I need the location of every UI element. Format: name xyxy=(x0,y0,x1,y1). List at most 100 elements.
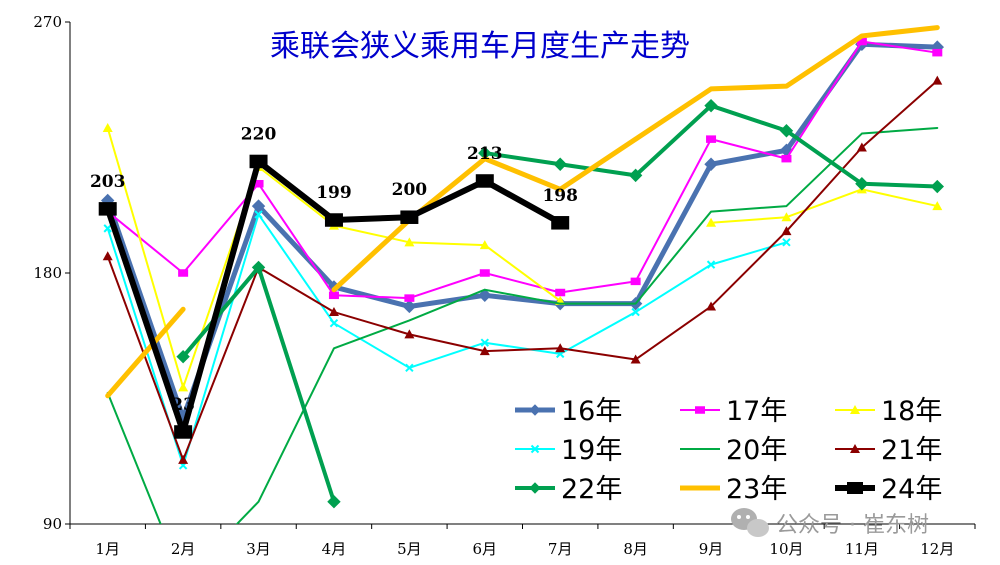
legend-item: 23年 xyxy=(680,474,787,505)
data-point xyxy=(529,482,541,494)
data-point xyxy=(178,454,189,464)
data-point xyxy=(478,288,492,303)
data-label: 213 xyxy=(467,144,503,164)
data-point xyxy=(850,444,860,453)
data-point xyxy=(475,174,494,188)
data-label: 220 xyxy=(241,124,277,144)
data-point xyxy=(328,291,339,300)
data-point xyxy=(932,48,943,57)
legend-label: 22年 xyxy=(561,474,622,505)
series-line xyxy=(106,79,939,461)
data-point xyxy=(856,142,867,152)
data-point xyxy=(630,277,641,286)
series-23年 xyxy=(105,25,940,399)
data-point xyxy=(328,307,339,317)
legend-label: 24年 xyxy=(881,474,942,505)
data-point xyxy=(102,251,113,261)
series-16年 xyxy=(101,37,944,425)
data-point xyxy=(782,238,791,247)
legend-item: 17年 xyxy=(680,396,787,427)
data-point xyxy=(251,199,266,213)
data-point xyxy=(631,307,640,317)
data-point xyxy=(706,301,717,311)
data-point xyxy=(178,269,189,277)
data-point xyxy=(103,224,112,233)
data-point xyxy=(480,338,489,347)
data-point xyxy=(706,135,717,143)
x-tick-label: 12月 xyxy=(920,540,954,558)
y-tick-label: 180 xyxy=(33,264,62,282)
legend-label: 21年 xyxy=(881,435,942,466)
watermark-text: 公众号 · 崔东树 xyxy=(776,513,929,538)
series-line xyxy=(482,103,940,189)
legend: 16年 17年 18年 19年 20年 21年 22年 23年 24年 xyxy=(515,396,942,505)
data-point xyxy=(855,177,869,191)
watermark: 公众号 · 崔东树 xyxy=(731,508,929,538)
series-24年 xyxy=(98,154,570,439)
data-label: 200 xyxy=(392,180,428,200)
data-label: 203 xyxy=(90,172,126,192)
legend-label: 18年 xyxy=(881,396,942,427)
series-21年 xyxy=(102,75,943,464)
series-line xyxy=(331,25,940,293)
series-line xyxy=(106,126,939,524)
data-point xyxy=(530,444,540,454)
data-point xyxy=(706,260,716,269)
legend-item: 16年 xyxy=(515,396,622,427)
y-tick-label: 270 xyxy=(33,13,62,31)
legend-item: 20年 xyxy=(680,435,787,466)
data-point xyxy=(98,202,117,216)
data-point xyxy=(847,482,863,494)
wechat-icon xyxy=(731,508,769,537)
series-19年 xyxy=(103,210,791,470)
data-point xyxy=(249,154,268,169)
data-point xyxy=(404,294,415,302)
legend-label: 17年 xyxy=(726,396,787,427)
x-tick-label: 2月 xyxy=(171,540,196,558)
series-line xyxy=(710,188,939,224)
data-point xyxy=(779,124,794,138)
data-point xyxy=(176,349,190,364)
data-point xyxy=(932,201,943,211)
data-point xyxy=(695,406,705,414)
series-18年 xyxy=(102,122,943,392)
data-point xyxy=(405,363,414,373)
data-point xyxy=(706,217,717,227)
data-point xyxy=(930,179,944,194)
data-point xyxy=(704,157,718,171)
data-point xyxy=(174,425,193,439)
legend-label: 23年 xyxy=(726,474,787,505)
data-point xyxy=(555,288,566,297)
data-label: 23 xyxy=(171,395,195,415)
data-point xyxy=(178,382,189,392)
series-line xyxy=(106,213,788,467)
data-point xyxy=(102,122,113,132)
x-tick-label: 11月 xyxy=(845,540,879,558)
series-line xyxy=(181,265,336,504)
x-tick-label: 6月 xyxy=(473,540,498,558)
chart-title: 乘联会狭义乘用车月度生产走势 xyxy=(270,29,690,64)
x-tick-label: 1月 xyxy=(95,540,120,558)
data-point xyxy=(327,494,341,509)
data-point xyxy=(850,405,860,414)
x-tick-label: 4月 xyxy=(322,540,347,558)
data-point xyxy=(479,269,490,277)
legend-item: 19年 xyxy=(515,435,622,466)
data-point xyxy=(555,343,566,353)
data-point xyxy=(251,260,266,275)
y-tick-label: 90 xyxy=(43,515,62,533)
data-point xyxy=(781,226,792,236)
data-point xyxy=(253,180,264,188)
data-point xyxy=(932,75,943,85)
legend-label: 19年 xyxy=(561,435,622,466)
data-label: 198 xyxy=(542,186,578,206)
x-tick-label: 5月 xyxy=(397,540,422,558)
data-point xyxy=(400,210,419,224)
x-tick-label: 9月 xyxy=(699,540,724,558)
data-point xyxy=(628,168,643,183)
data-point xyxy=(704,98,718,113)
x-tick-label: 8月 xyxy=(623,540,648,558)
data-point xyxy=(254,210,263,219)
legend-item: 18年 xyxy=(835,396,942,427)
